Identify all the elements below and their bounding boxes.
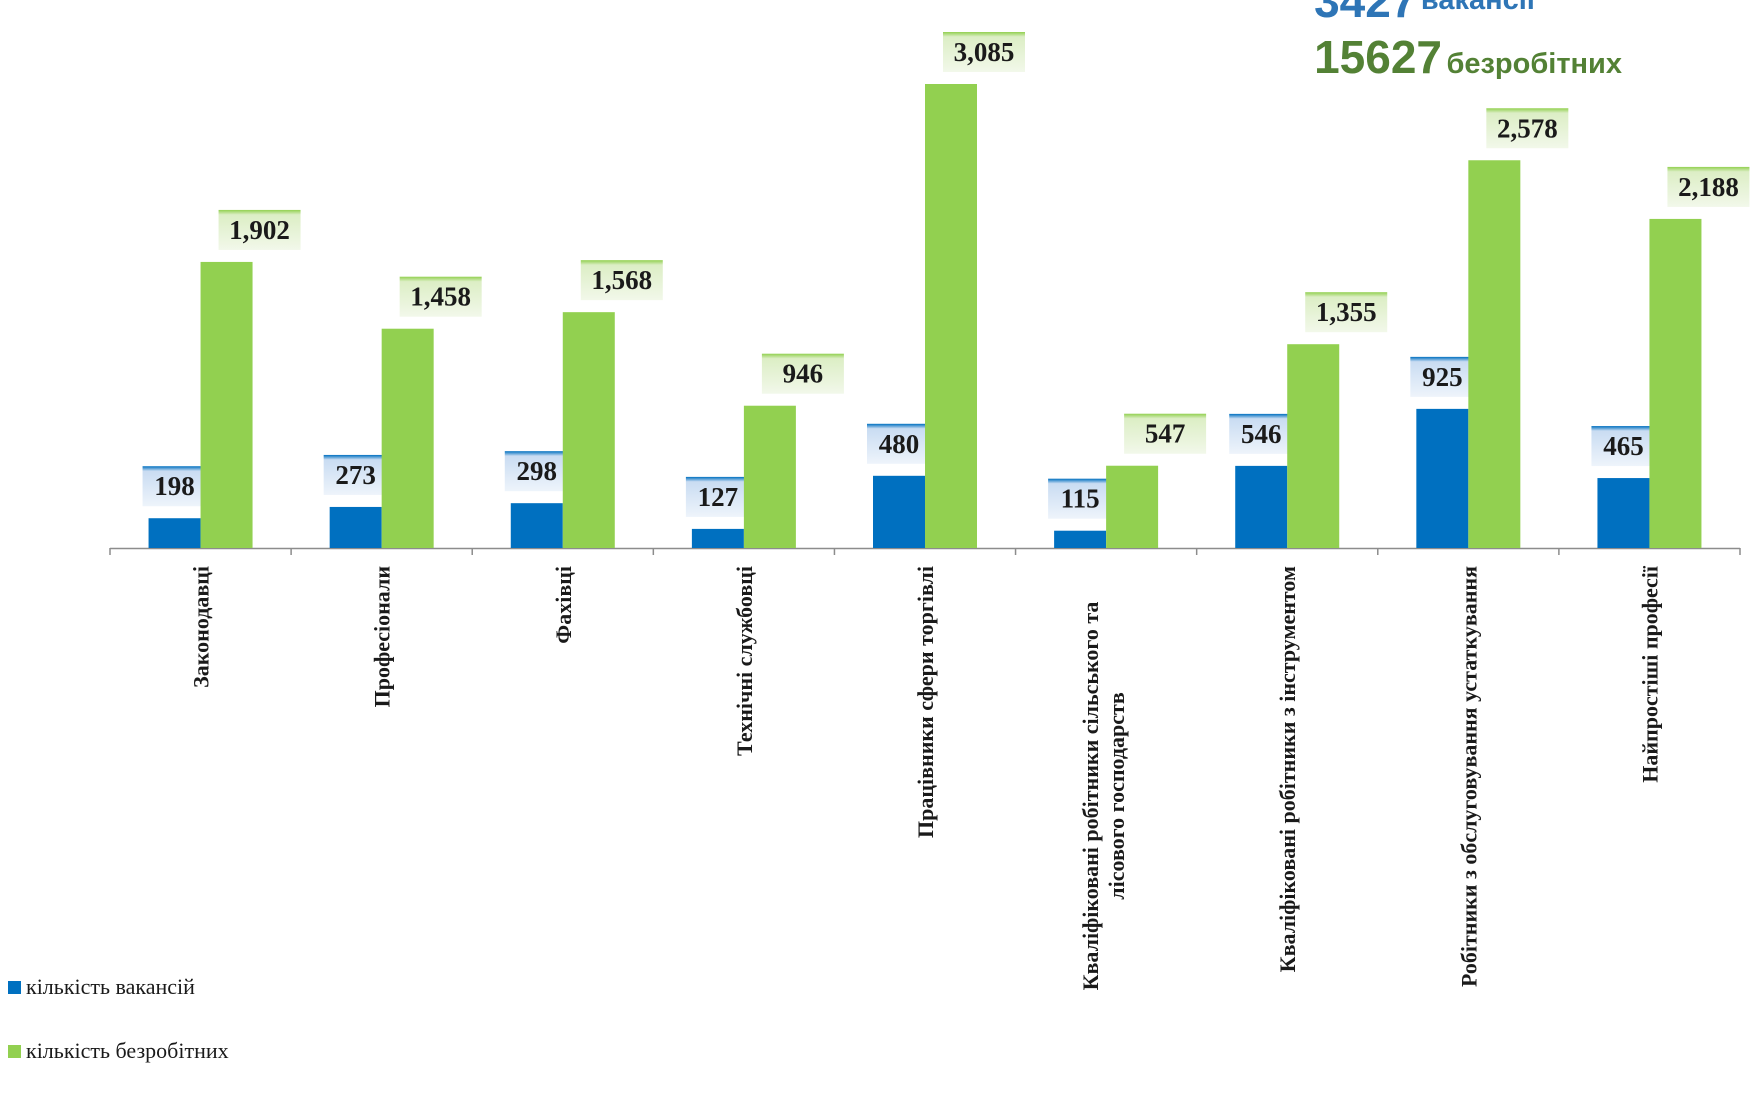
bar-vacancies [1416, 408, 1469, 548]
bar-unemployed [1106, 465, 1159, 548]
total-unemployed-value: 15627 [1314, 31, 1443, 83]
bar-unemployed [1287, 344, 1340, 548]
category-label-line: Кваліфіковані робітники сільського та [1078, 602, 1103, 991]
data-label: 1,355 [1316, 297, 1377, 327]
bar-unemployed [200, 261, 253, 548]
legend: кількість вакансій кількість безробітних [8, 972, 229, 1100]
data-label: 3,085 [954, 37, 1015, 67]
bar-vacancies [329, 506, 382, 548]
category-label: Найпростіші професії [1637, 565, 1662, 783]
data-label: 298 [517, 456, 558, 486]
data-label-box [685, 476, 750, 517]
bar-unemployed [743, 405, 796, 548]
total-vacancies-label: вакансії [1420, 0, 1535, 16]
category-label-line: Робітники з обслуговування устаткування [1456, 566, 1481, 987]
total-unemployed-label: безробітних [1446, 48, 1622, 80]
category-label: Кваліфіковані робітники з інструментом [1275, 566, 1300, 972]
data-label: 1,568 [591, 265, 652, 295]
data-label-box [1124, 413, 1207, 454]
data-label: 2,188 [1678, 172, 1739, 202]
category-label: Професіонали [370, 566, 395, 708]
data-label-box [1048, 478, 1113, 519]
category-label: Фахівці [551, 566, 576, 644]
data-label: 547 [1145, 419, 1186, 449]
category-label-line: лісового господарств [1104, 692, 1129, 900]
bar-vacancies [148, 518, 201, 548]
bar-unemployed [562, 312, 615, 548]
data-label-box [1486, 108, 1569, 149]
bar-unemployed [381, 328, 434, 548]
data-label-box [399, 276, 482, 317]
data-label-box [943, 32, 1025, 72]
data-label-box [1591, 426, 1656, 467]
category-label-line: Найпростіші професії [1637, 565, 1662, 783]
data-label-box [1305, 292, 1388, 333]
bar-vacancies [510, 503, 563, 548]
data-label: 546 [1241, 419, 1282, 449]
data-label: 2,578 [1497, 113, 1558, 143]
data-label: 115 [1061, 484, 1100, 514]
bar-vacancies [1235, 465, 1288, 548]
category-label: Технічні службовці [732, 566, 757, 756]
category-label: Кваліфіковані робітники сільського та ліс… [1078, 602, 1129, 991]
legend-item-vacancies: кількість вакансій [8, 972, 229, 1002]
legend-label-unemployed: кількість безробітних [26, 1038, 229, 1063]
data-label-box [867, 423, 931, 464]
category-label: Працівники сфери торгівлі [913, 566, 938, 838]
category-label: Робітники з обслуговування устаткування [1456, 566, 1481, 987]
total-vacancies-value: 3427 [1314, 0, 1417, 27]
category-label-line: Технічні службовці [732, 566, 757, 756]
category-label: Законодавці [189, 566, 214, 688]
data-label-box [1229, 413, 1294, 454]
data-label: 1,902 [229, 215, 290, 245]
data-label: 127 [698, 482, 739, 512]
legend-label-vacancies: кількість вакансій [26, 974, 195, 999]
totals-summary: 3427 вакансії 15627 безробітних [1314, 0, 1622, 80]
data-label: 198 [154, 471, 195, 501]
data-label-box [142, 466, 207, 507]
legend-swatch-unemployed [8, 1044, 21, 1058]
bar-vacancies [691, 528, 744, 548]
legend-item-unemployed: кількість безробітних [8, 1036, 229, 1066]
data-label: 273 [335, 460, 376, 490]
data-label: 925 [1422, 362, 1463, 392]
data-label-box [323, 454, 388, 495]
bar-vacancies [1597, 478, 1650, 548]
category-label-line: Кваліфіковані робітники з інструментом [1275, 566, 1300, 972]
bar-vacancies [1054, 530, 1107, 548]
total-vacancies: 3427 вакансії [1314, 0, 1622, 24]
data-label: 465 [1603, 431, 1644, 461]
data-label-box [218, 209, 301, 250]
bar-unemployed [1649, 218, 1702, 548]
bar-unemployed [1468, 160, 1521, 548]
data-label-box [761, 353, 844, 394]
category-label-line: Законодавці [189, 566, 214, 688]
data-label-box [1410, 356, 1475, 397]
data-label: 946 [783, 359, 824, 389]
data-label: 480 [879, 429, 920, 459]
category-label-line: Працівники сфери торгівлі [913, 566, 938, 838]
bar-unemployed [925, 84, 977, 548]
data-label-box [1667, 166, 1750, 207]
data-label: 1,458 [410, 282, 471, 312]
bar-vacancies [873, 475, 925, 548]
legend-swatch-vacancies [8, 980, 21, 994]
total-unemployed: 15627 безробітних [1314, 34, 1622, 80]
data-label-box [580, 260, 663, 301]
data-label-box [504, 451, 569, 492]
category-label-line: Професіонали [370, 566, 395, 708]
category-label-line: Фахівці [551, 566, 576, 644]
